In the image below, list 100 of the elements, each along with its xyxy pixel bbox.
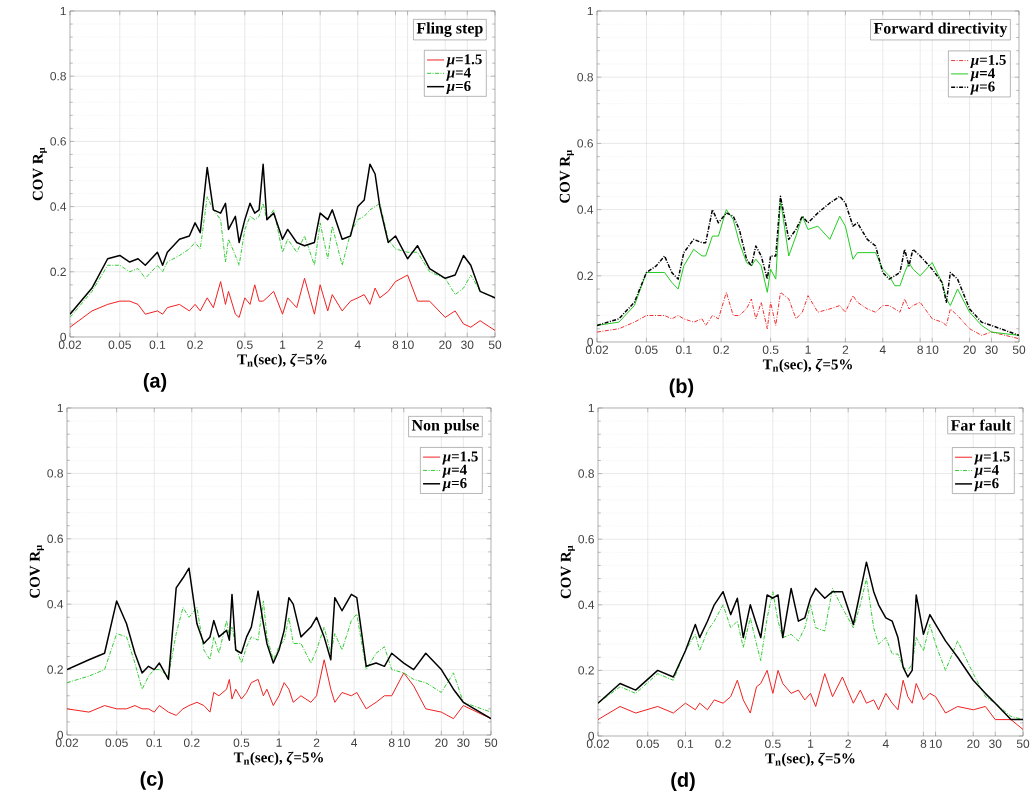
y-tick-label: 0	[587, 337, 594, 347]
text: (a)	[143, 373, 167, 392]
x-tick-label: 50	[1012, 345, 1026, 354]
text: (c)	[140, 771, 163, 790]
x-tick-label: 8	[920, 739, 927, 748]
x-tick-label: 0.1	[146, 738, 162, 747]
x-tick-label: 8	[917, 345, 923, 354]
x-tick-label: 0.02	[55, 738, 79, 747]
y-tick-label: 0	[57, 730, 64, 740]
legend-label: μ=1.5	[442, 451, 478, 465]
y-tick-label: 0.6	[577, 139, 593, 148]
y-axis-title: COV R$_{μ}$	[29, 545, 44, 598]
x-tick-label: 2	[845, 739, 851, 748]
x-tick-label: 0.05	[636, 739, 659, 748]
x-tick-label: 0.5	[237, 340, 253, 349]
x-tick-label: 0.05	[635, 345, 658, 354]
legend-label: μ=1.5	[970, 54, 1006, 68]
legend-label: μ=1.5	[974, 451, 1010, 465]
text: (d)	[671, 772, 695, 791]
x-tick-label: 0.2	[183, 738, 200, 747]
text: (b)	[669, 378, 694, 398]
y-tick-label: 0.4	[50, 202, 67, 211]
x-tick-label: 4	[354, 340, 361, 349]
x-tick-label: 50	[1016, 739, 1030, 748]
x-tick-label: 30	[985, 345, 998, 354]
x-tick-label: 0.2	[715, 739, 731, 748]
legend-label: μ=4	[442, 464, 467, 478]
y-tick-label: 0	[588, 731, 595, 741]
y-tick-label: 0.4	[578, 600, 595, 610]
legend-label: μ=4	[446, 67, 471, 81]
x-tick-label: 0.02	[58, 340, 82, 349]
legend-label: μ=4	[970, 68, 995, 82]
legend-title: Non pulse	[411, 419, 479, 434]
x-tick-label: 0.1	[675, 345, 692, 354]
x-tick-label: 0.5	[233, 738, 250, 747]
y-tick-label: 0.2	[578, 666, 594, 675]
x-tick-label: 0.05	[105, 738, 128, 747]
legend-label: μ=6	[970, 81, 995, 95]
x-tick-label: 0.1	[677, 739, 694, 748]
x-axis-title: T$_{n}$(sec), ζ=5%	[765, 752, 855, 767]
y-tick-label: 0.2	[47, 665, 63, 674]
x-tick-label: 1	[280, 340, 286, 349]
x-tick-label: 0.1	[149, 340, 166, 349]
x-tick-label: 10	[398, 738, 410, 747]
legend-title: Far fault	[950, 419, 1012, 431]
x-tick-label: 1	[805, 345, 811, 354]
x-tick-label: 0.02	[585, 345, 609, 354]
x-tick-label: 2	[313, 738, 320, 747]
x-tick-label: 30	[989, 739, 1002, 748]
x-tick-label: 10	[926, 345, 939, 354]
x-tick-label: 30	[461, 340, 474, 349]
x-axis-title: T$_{n}$(sec), ζ=5%	[762, 358, 852, 373]
x-tick-label: 0.05	[108, 340, 131, 349]
y-axis-title: COV R$_{μ}$	[32, 147, 47, 201]
y-tick-label: 0.6	[47, 534, 63, 544]
x-tick-label: 8	[388, 738, 395, 747]
legend-title: Forward directivity	[873, 22, 1008, 37]
y-tick-label: 1	[60, 6, 66, 16]
y-tick-label: 0.6	[50, 137, 66, 146]
x-tick-label: 0.2	[187, 340, 203, 349]
x-tick-label: 4	[882, 739, 889, 748]
x-tick-label: 10	[401, 340, 414, 349]
x-tick-label: 20	[967, 739, 980, 748]
x-tick-label: 20	[435, 738, 448, 747]
y-tick-label: 1	[587, 6, 593, 16]
y-tick-label: 0.8	[50, 71, 66, 81]
legend-label: μ=6	[446, 80, 471, 95]
x-tick-label: 20	[439, 340, 452, 349]
x-tick-label: 0.02	[586, 739, 610, 748]
legend-label: μ=6	[974, 478, 999, 492]
x-tick-label: 4	[879, 345, 886, 354]
x-tick-label: 2	[842, 345, 849, 354]
y-tick-label: 0.2	[50, 267, 66, 277]
y-tick-label: 0	[60, 332, 67, 342]
y-tick-label: 1	[57, 403, 63, 413]
y-axis-title: COV R$_{μ}$	[559, 150, 574, 203]
x-tick-label: 2	[317, 340, 323, 349]
x-tick-label: 50	[484, 738, 498, 747]
x-tick-label: 8	[392, 340, 399, 349]
y-tick-label: 0.8	[578, 469, 594, 478]
y-tick-label: 0.4	[577, 205, 594, 214]
x-tick-label: 0.5	[765, 739, 781, 748]
x-tick-label: 20	[963, 345, 976, 354]
legend-label: μ=4	[974, 464, 999, 478]
x-axis-title: T$_{n}$(sec), ζ=5%	[237, 353, 327, 368]
y-tick-label: 0.8	[577, 72, 593, 82]
legend-label: μ=6	[442, 478, 467, 492]
legend-title: Fling step	[416, 22, 483, 37]
x-tick-label: 10	[929, 739, 942, 748]
x-tick-label: 50	[488, 340, 502, 349]
x-tick-label: 1	[808, 739, 814, 748]
x-tick-label: 0.2	[713, 345, 729, 354]
y-tick-label: 0.4	[47, 599, 64, 609]
y-tick-label: 0.8	[47, 469, 63, 478]
y-tick-label: 0.6	[578, 534, 594, 544]
y-tick-label: 0.2	[577, 271, 593, 281]
x-axis-title: T$_{n}$(sec), ζ=5%	[233, 751, 323, 766]
legend-label: μ=1.5	[446, 54, 482, 68]
x-tick-label: 0.5	[762, 345, 779, 354]
x-tick-label: 30	[457, 738, 470, 747]
